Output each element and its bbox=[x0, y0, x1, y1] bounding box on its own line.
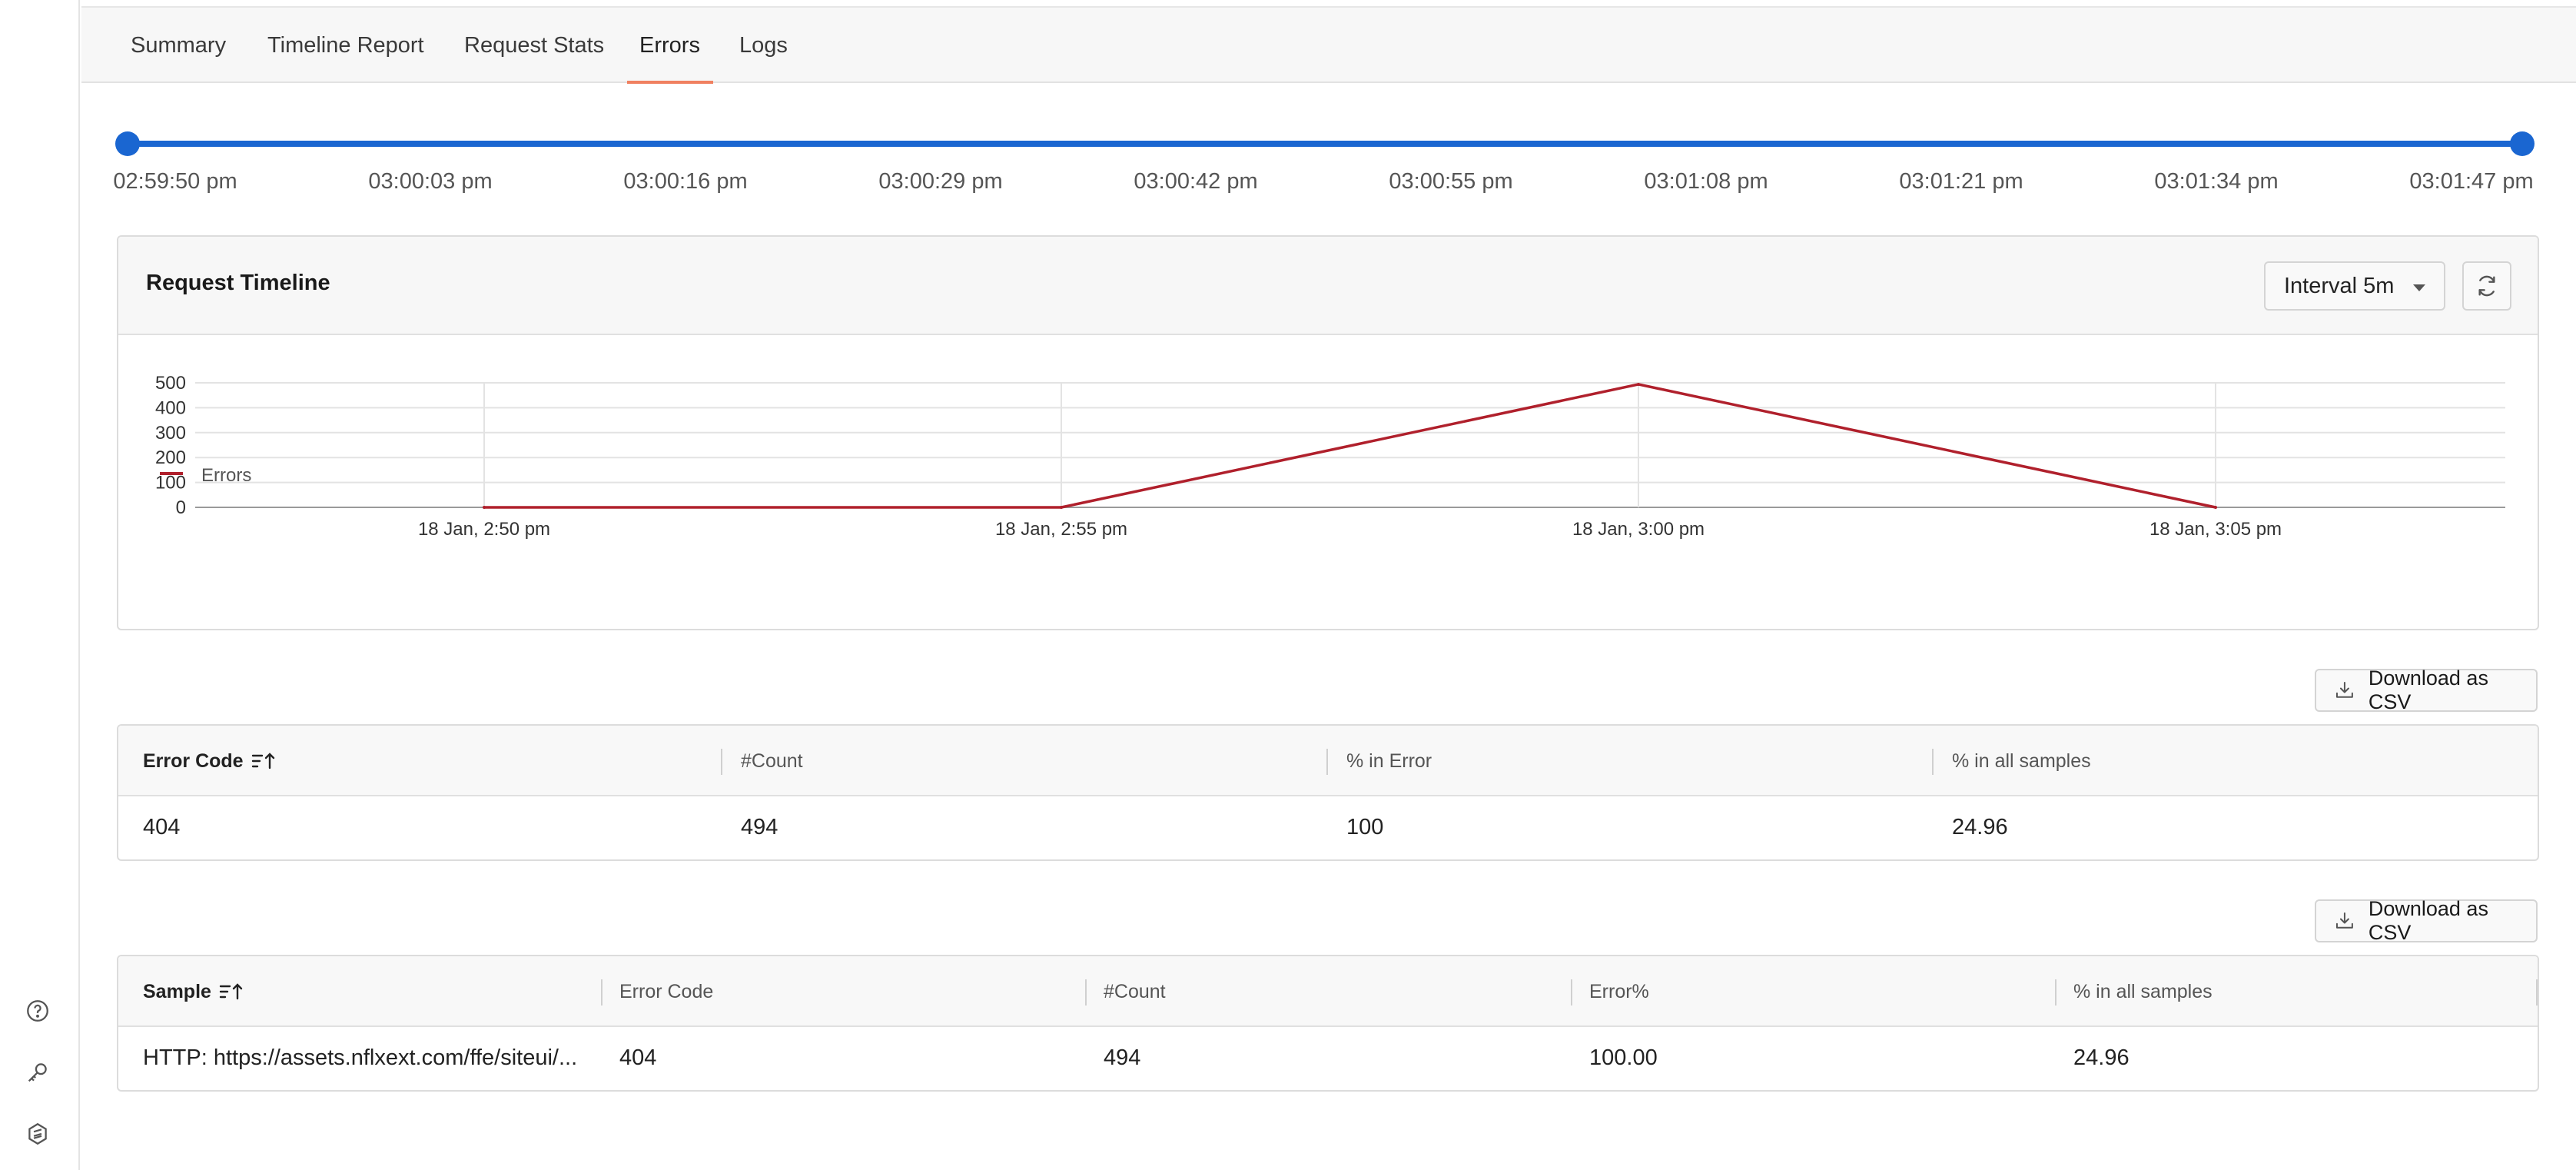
time-range-slider[interactable] bbox=[115, 128, 2535, 158]
cell-percent-in-error: 100 bbox=[1346, 814, 1384, 839]
cell-count: 494 bbox=[1104, 1045, 1141, 1070]
slider-tick-label: 03:01:21 pm bbox=[1899, 169, 2023, 194]
y-tick-label: 0 bbox=[176, 497, 186, 518]
data-point bbox=[2214, 506, 2217, 509]
card-title: Request Timeline bbox=[146, 271, 330, 295]
column-separator[interactable] bbox=[1085, 979, 1087, 1005]
column-separator[interactable] bbox=[2536, 979, 2538, 1005]
download-icon bbox=[2335, 682, 2353, 698]
tab-summary[interactable]: Summary bbox=[131, 32, 227, 58]
top-nav: Summary Timeline Report Request Stats Er… bbox=[81, 6, 2576, 84]
column-header-count[interactable]: #Count bbox=[1104, 980, 1166, 1002]
table-row: HTTP: https://assets.nflxext.com/ffe/sit… bbox=[118, 1027, 2538, 1089]
tab-timeline-report[interactable]: Timeline Report bbox=[267, 32, 424, 58]
column-separator[interactable] bbox=[1932, 749, 1934, 775]
request-timeline-chart: 0 100 200 300 400 500 18 Jan, 2:50 pm 18 Jan, 2… bbox=[155, 373, 2505, 540]
table-header: Sample Error Code #Count Error% % in all… bbox=[118, 956, 2538, 1027]
column-separator[interactable] bbox=[2055, 979, 2056, 1005]
series-line-errors bbox=[484, 383, 2216, 509]
download-csv-label: Download as CSV bbox=[2368, 666, 2488, 713]
refresh-button[interactable] bbox=[2462, 261, 2511, 311]
column-separator[interactable] bbox=[1571, 979, 1572, 1005]
tab-errors[interactable]: Errors bbox=[639, 32, 700, 58]
sort-ascending-icon bbox=[251, 753, 274, 769]
x-tick-label: 18 Jan, 2:50 pm bbox=[418, 519, 550, 540]
download-csv-button-errors[interactable]: Download as CSV bbox=[2315, 666, 2538, 713]
request-timeline-card: Request Timeline Interval 5m 0 100 200 300 4… bbox=[117, 235, 2539, 630]
y-tick-label: 400 bbox=[155, 397, 186, 418]
column-separator[interactable] bbox=[721, 749, 722, 775]
help-icon[interactable] bbox=[22, 995, 54, 1027]
slider-tick-label: 03:01:08 pm bbox=[1644, 169, 1768, 194]
y-tick-label: 300 bbox=[155, 423, 186, 444]
slider-tick-label: 03:00:16 pm bbox=[623, 169, 748, 194]
column-separator[interactable] bbox=[1326, 749, 1328, 775]
card-header: Request Timeline Interval 5m bbox=[118, 237, 2538, 335]
left-rail bbox=[0, 0, 80, 1170]
table-header: Error Code #Count % in Error % in all sa… bbox=[118, 726, 2538, 796]
slider-tick-label: 03:00:42 pm bbox=[1134, 169, 1258, 194]
error-codes-table: Error Code #Count % in Error % in all sa… bbox=[117, 724, 2539, 861]
cell-error-code: 404 bbox=[619, 1045, 657, 1070]
interval-select-value: Interval 5m bbox=[2284, 273, 2395, 298]
active-tab-indicator bbox=[627, 81, 713, 84]
cell-error-code: 404 bbox=[143, 814, 181, 839]
refresh-icon bbox=[2478, 275, 2495, 297]
column-header-error-code[interactable]: Error Code bbox=[619, 980, 714, 1002]
column-header-label: Error Code bbox=[143, 750, 244, 772]
column-header-sample[interactable]: Sample bbox=[143, 956, 245, 1027]
column-header-error-percent[interactable]: Error% bbox=[1589, 980, 1649, 1002]
slider-tick-label: 03:00:55 pm bbox=[1389, 169, 1513, 194]
cell-percent-in-all-samples: 24.96 bbox=[2073, 1045, 2130, 1070]
x-tick-label: 18 Jan, 3:05 pm bbox=[2149, 519, 2282, 540]
cell-count: 494 bbox=[741, 814, 778, 839]
key-icon[interactable] bbox=[22, 1056, 54, 1089]
slider-track[interactable] bbox=[128, 141, 2522, 147]
column-header-percent-in-all-samples[interactable]: % in all samples bbox=[1952, 750, 2091, 772]
slider-tick-label: 03:00:29 pm bbox=[878, 169, 1003, 194]
column-header-label: Sample bbox=[143, 980, 211, 1002]
interval-select[interactable]: Interval 5m bbox=[2264, 261, 2445, 311]
slider-tick-label: 03:01:34 pm bbox=[2154, 169, 2279, 194]
column-header-percent-in-all-samples[interactable]: % in all samples bbox=[2073, 980, 2213, 1002]
chevron-down-icon bbox=[2413, 284, 2425, 291]
y-tick-label: 500 bbox=[155, 373, 186, 394]
sort-ascending-icon bbox=[219, 983, 243, 1000]
slider-tick-label: 03:01:47 pm bbox=[2409, 169, 2534, 194]
data-point bbox=[1060, 506, 1063, 509]
samples-table: Sample Error Code #Count Error% % in all… bbox=[117, 955, 2539, 1092]
column-header-percent-in-error[interactable]: % in Error bbox=[1346, 750, 1432, 772]
data-point bbox=[483, 506, 486, 509]
data-point bbox=[1637, 382, 1640, 386]
slider-start-handle[interactable] bbox=[115, 131, 140, 156]
download-csv-label: Download as CSV bbox=[2368, 897, 2488, 944]
column-header-count[interactable]: #Count bbox=[741, 750, 803, 772]
tab-logs[interactable]: Logs bbox=[739, 32, 788, 58]
slider-tick-label: 03:00:03 pm bbox=[368, 169, 493, 194]
cell-sample: HTTP: https://assets.nflxext.com/ffe/sit… bbox=[143, 1045, 578, 1070]
legend-label-errors: Errors bbox=[201, 465, 251, 486]
download-icon bbox=[2335, 912, 2353, 929]
y-tick-label: 100 bbox=[155, 473, 186, 494]
tab-request-stats[interactable]: Request Stats bbox=[464, 32, 605, 58]
column-separator[interactable] bbox=[601, 979, 603, 1005]
cell-percent-in-all-samples: 24.96 bbox=[1952, 814, 2008, 839]
x-tick-label: 18 Jan, 3:00 pm bbox=[1572, 519, 1705, 540]
column-header-error-code[interactable]: Error Code bbox=[143, 726, 277, 796]
slider-tick-label: 02:59:50 pm bbox=[113, 169, 237, 194]
y-tick-label: 200 bbox=[155, 447, 186, 468]
table-row: 404 494 100 24.96 bbox=[118, 796, 2538, 858]
download-csv-button-samples[interactable]: Download as CSV bbox=[2315, 897, 2538, 944]
x-tick-label: 18 Jan, 2:55 pm bbox=[995, 519, 1127, 540]
slider-end-handle[interactable] bbox=[2510, 131, 2535, 156]
cell-error-percent: 100.00 bbox=[1589, 1045, 1658, 1070]
logo-icon[interactable] bbox=[22, 1118, 54, 1150]
